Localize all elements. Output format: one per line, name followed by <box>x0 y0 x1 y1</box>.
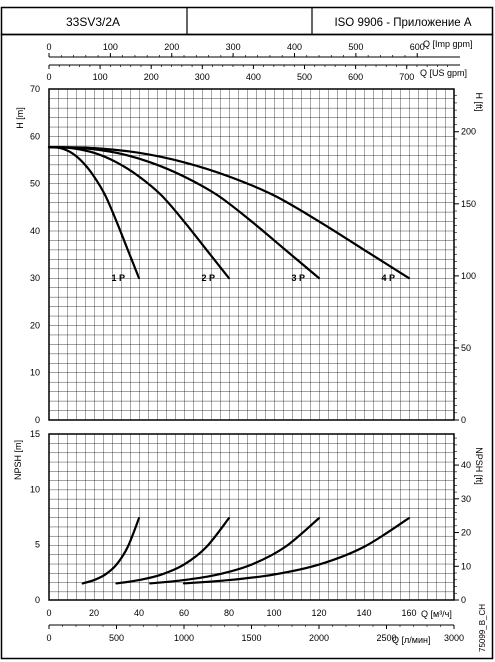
q-lmin-tick-label: 1500 <box>241 633 261 643</box>
q-lmin-tick-label: 2500 <box>376 633 396 643</box>
npsh-ft-ticks: 0 10 20 30 40 <box>454 437 471 605</box>
q-us-ticks: 0 100 200 300 400 500 600 700 <box>46 65 448 82</box>
npsh-grid <box>49 434 454 600</box>
q-us-tick-label: 200 <box>144 72 159 82</box>
drawing-code: 75099_B_CH <box>478 604 487 652</box>
npsh-curve-1p <box>81 517 141 585</box>
q-us-tick-label: 300 <box>195 72 210 82</box>
h-m-ticks: 0 10 20 30 40 50 60 70 <box>30 84 40 425</box>
q-imp-tick-label: 100 <box>103 42 118 52</box>
q-imp-tick-label: 300 <box>226 42 241 52</box>
q-m3-ticks: 0 20 40 60 80 100 120 140 160 <box>46 608 416 618</box>
h-ft-tick-label: 150 <box>461 199 476 209</box>
head-curve-label: 1 P <box>111 273 125 283</box>
head-grid <box>49 89 454 420</box>
q-m3-tick-label: 60 <box>179 608 189 618</box>
q-m3-axis-label: Q [м³/ч] <box>421 609 452 619</box>
q-us-axis-label: Q [US gpm] <box>420 68 467 78</box>
standard-label: ISO 9906 - Приложение A <box>334 17 471 29</box>
npsh-ft-axis-label: NPSH [ft] <box>474 447 484 485</box>
q-us-tick-label: 400 <box>246 72 261 82</box>
q-m3-tick-label: 0 <box>46 608 51 618</box>
npsh-curve-2p <box>115 517 231 585</box>
q-lmin-tick-label: 1000 <box>174 633 194 643</box>
h-m-tick-label: 40 <box>30 226 40 236</box>
npsh-ft-tick-label: 40 <box>461 460 471 470</box>
head-curve-label: 3 P <box>291 273 305 283</box>
q-lmin-axis-label: Q [л/мин] <box>392 635 430 645</box>
q-m3-tick-label: 160 <box>401 608 416 618</box>
bottom-scales: 0 20 40 60 80 100 120 140 160 Q [м³/ч] 0 500 1000 1… <box>46 608 464 645</box>
q-lmin-tick-label: 0 <box>46 633 51 643</box>
npsh-curve-4p <box>182 517 411 585</box>
h-ft-tick-label: 100 <box>461 271 476 281</box>
head-curve-label: 2 P <box>201 273 215 283</box>
q-m3-tick-label: 20 <box>89 608 99 618</box>
npsh-ft-tick-label: 0 <box>461 595 466 605</box>
npsh-m-ticks: 0 5 10 15 <box>30 429 40 605</box>
h-m-tick-label: 10 <box>30 368 40 378</box>
npsh-m-tick-label: 15 <box>30 429 40 439</box>
h-m-tick-label: 50 <box>30 179 40 189</box>
q-m3-tick-label: 120 <box>311 608 326 618</box>
npsh-ft-tick-label: 30 <box>461 494 471 504</box>
header: 33SV3/2A ISO 9906 - Приложение A <box>0 6 494 36</box>
q-lmin-tick-label: 2000 <box>309 633 329 643</box>
npsh-ft-tick-label: 10 <box>461 561 471 571</box>
q-m3-tick-label: 40 <box>134 608 144 618</box>
npsh-m-tick-label: 0 <box>35 595 40 605</box>
head-curve-label: 4 P <box>381 273 395 283</box>
h-ft-tick-label: 50 <box>461 343 471 353</box>
npsh-plot: NPSH [m] NPSH [ft] 0 5 10 15 0 10 20 30 40 <box>13 429 484 605</box>
q-lmin-tick-label: 3000 <box>444 633 464 643</box>
npsh-m-tick-label: 10 <box>30 484 40 494</box>
h-ft-tick-label: 200 <box>461 127 476 137</box>
h-m-tick-label: 70 <box>30 84 40 94</box>
q-m3-tick-label: 100 <box>266 608 281 618</box>
q-us-tick-label: 500 <box>297 72 312 82</box>
h-m-tick-label: 0 <box>35 415 40 425</box>
npsh-plot-frame <box>48 433 455 601</box>
q-us-tick-label: 600 <box>348 72 363 82</box>
top-scales: Q [Imp gpm] 0 100 200 300 400 500 600 Q [US gp… <box>46 39 472 82</box>
h-ft-ticks: 0 50 100 150 200 <box>454 95 476 425</box>
q-lmin-ticks: 0 500 1000 1500 2000 2500 3000 <box>46 625 464 643</box>
q-m3-tick-label: 80 <box>224 608 234 618</box>
q-imp-tick-label: 600 <box>410 42 425 52</box>
q-lmin-tick-label: 500 <box>109 633 124 643</box>
npsh-ft-tick-label: 20 <box>461 528 471 538</box>
q-m3-tick-label: 140 <box>356 608 371 618</box>
head-curves: 1 P 2 P 3 P 4 P <box>47 146 411 283</box>
q-imp-tick-label: 400 <box>287 42 302 52</box>
head-plot: H [m] H [ft] 0 10 20 30 40 50 60 70 0 50 100 150 20… <box>15 84 484 425</box>
npsh-m-tick-label: 5 <box>35 540 40 550</box>
h-ft-tick-label: 0 <box>461 415 466 425</box>
outer-frame <box>0 33 494 660</box>
q-imp-axis-label: Q [Imp gpm] <box>423 39 473 49</box>
h-m-axis-label: H [m] <box>15 107 25 129</box>
h-ft-axis-label: H [ft] <box>474 92 484 111</box>
q-us-tick-label: 100 <box>93 72 108 82</box>
q-imp-tick-label: 500 <box>348 42 363 52</box>
q-us-tick-label: 700 <box>399 72 414 82</box>
q-us-tick-label: 0 <box>46 72 51 82</box>
q-imp-ticks: 0 100 200 300 400 500 600 <box>46 42 425 57</box>
h-m-tick-label: 20 <box>30 320 40 330</box>
npsh-m-axis-label: NPSH [m] <box>13 440 23 480</box>
npsh-curves <box>81 517 411 585</box>
model-title: 33SV3/2A <box>66 15 120 29</box>
head-curve-2p <box>47 146 231 280</box>
head-curve-1p <box>47 146 141 280</box>
head-curve-4p <box>47 146 411 280</box>
q-imp-tick-label: 0 <box>46 42 51 52</box>
npsh-curve-3p <box>149 517 321 585</box>
h-m-tick-label: 60 <box>30 131 40 141</box>
q-imp-tick-label: 200 <box>164 42 179 52</box>
h-m-tick-label: 30 <box>30 273 40 283</box>
